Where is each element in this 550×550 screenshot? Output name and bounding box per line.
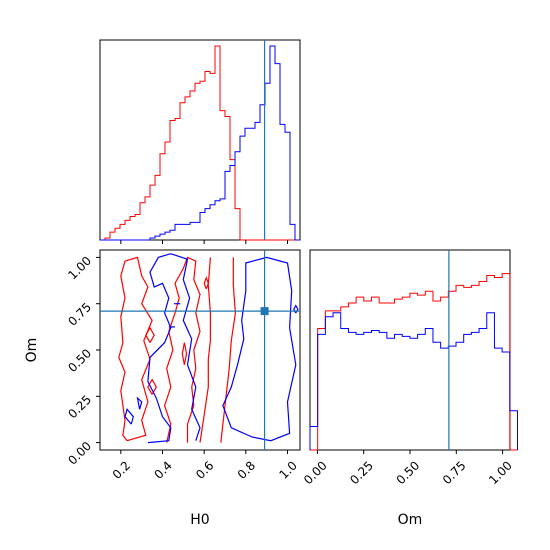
contour-series-a-4 <box>147 378 157 395</box>
contour-x-ticks: 0.2 0.4 0.6 0.8 1.0 <box>110 450 300 482</box>
h0-histogram-marks <box>100 40 300 241</box>
contour-marks <box>100 250 300 450</box>
contour-series-a-1 <box>163 256 201 443</box>
x-axis-label-h0: H0 <box>190 512 209 528</box>
om-histogram-series-b <box>309 312 518 450</box>
om-histogram-ticks: 0.00 0.25 0.50 0.75 1.00 <box>301 450 515 487</box>
h0-histogram-series-b <box>100 45 300 241</box>
contour-panel: 0.2 0.4 0.6 0.8 1.0 0.00 0.25 0.50 0.75 1.00 <box>65 249 301 482</box>
h0-histogram-ticks <box>120 240 288 244</box>
h0-histogram-frame <box>99 39 301 241</box>
contour-series-a-0 <box>118 256 153 442</box>
h0-histogram-panel <box>99 39 301 244</box>
om-x-tick-label-4: 1.00 <box>486 458 515 487</box>
contour-series-a-7 <box>203 276 209 290</box>
h0-tick-label-2: 0.6 <box>193 458 216 481</box>
h0-tick-label-4: 1.0 <box>276 458 299 481</box>
om-x-tick-label-0: 0.00 <box>301 458 330 487</box>
contour-y-ticks: 0.00 0.25 0.50 0.75 1.00 <box>65 254 100 468</box>
h0-tick-label-3: 0.8 <box>235 458 258 481</box>
x-axis-label-om: Om <box>398 512 423 528</box>
om-x-tick-label-2: 0.50 <box>394 458 423 487</box>
contour-series-a-3 <box>220 257 237 443</box>
om-y-tick-label-0: 0.00 <box>65 439 94 468</box>
contour-series-b-3 <box>136 396 143 410</box>
om-x-tick-label-1: 0.25 <box>347 458 376 487</box>
om-histogram-marks <box>309 250 518 451</box>
contour-series-a-2 <box>199 257 211 443</box>
contour-series-a-5 <box>145 326 155 343</box>
om-y-tick-label-2: 0.50 <box>65 346 94 375</box>
om-histogram-panel: 0.00 0.25 0.50 0.75 1.00 <box>301 249 518 487</box>
om-y-tick-label-4: 1.00 <box>65 254 94 283</box>
contour-series-b-2 <box>124 408 134 425</box>
h0-tick-label-0: 0.2 <box>110 458 133 481</box>
h0-histogram-series-a <box>100 45 300 241</box>
om-y-tick-label-3: 0.75 <box>65 300 94 329</box>
contour-series-b-6 <box>293 304 299 314</box>
contour-series-b-1 <box>147 253 201 444</box>
y-axis-label-om: Om <box>24 338 40 363</box>
contour-frame <box>99 249 301 451</box>
contour-truth-marker <box>260 307 269 316</box>
om-histogram-frame <box>309 249 511 451</box>
om-histogram-series-a <box>310 273 518 451</box>
contour-series-b-0 <box>222 256 297 442</box>
contour-series-a-6 <box>181 342 188 365</box>
om-x-tick-label-3: 0.75 <box>440 458 469 487</box>
om-y-tick-label-1: 0.25 <box>65 393 94 422</box>
h0-tick-label-1: 0.4 <box>151 458 174 481</box>
